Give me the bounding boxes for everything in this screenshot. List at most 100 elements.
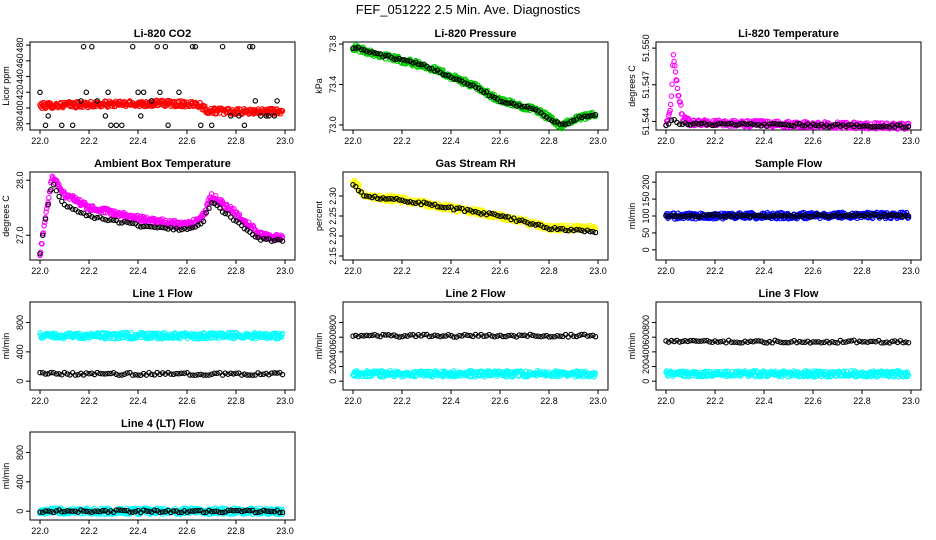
data-point — [203, 372, 209, 378]
data-point — [116, 372, 122, 378]
data-point — [889, 212, 895, 218]
y-tick-label: 480 — [15, 38, 25, 53]
data-point — [905, 123, 912, 130]
data-point — [129, 509, 136, 515]
data-point — [813, 339, 819, 345]
data-point — [903, 339, 909, 345]
data-point — [878, 124, 885, 130]
data-point — [538, 333, 544, 340]
data-point — [497, 332, 503, 339]
data-point — [832, 212, 838, 219]
data-point — [59, 198, 65, 205]
panel-title: Line 2 Flow — [446, 288, 506, 300]
data-point — [892, 212, 898, 219]
data-point — [162, 43, 169, 50]
data-point — [747, 120, 754, 127]
x-tick-label: 22.2 — [706, 266, 724, 276]
data-point — [687, 337, 694, 344]
data-point — [83, 370, 90, 376]
data-point — [448, 332, 454, 339]
data-point — [228, 370, 234, 377]
data-point — [818, 212, 825, 219]
data-point — [777, 121, 784, 128]
data-point — [864, 123, 871, 129]
data-point — [900, 213, 906, 220]
data-point — [867, 213, 874, 219]
data-point — [271, 508, 278, 515]
data-point — [429, 333, 435, 339]
x-tick-label: 22.4 — [442, 136, 460, 146]
data-point — [845, 212, 852, 218]
y-axis-label: ml/min — [314, 333, 324, 360]
data-point — [671, 116, 677, 123]
data-point — [821, 212, 827, 218]
data-point — [796, 338, 803, 345]
data-point — [829, 339, 835, 345]
data-point — [551, 225, 558, 231]
data-point — [170, 226, 177, 233]
y-tick-label: 28.0 — [15, 171, 25, 189]
data-point — [679, 111, 685, 117]
data-point — [546, 226, 552, 232]
data-point — [372, 331, 378, 338]
data-point — [140, 223, 147, 230]
data-point — [535, 333, 542, 340]
data-point — [385, 332, 392, 338]
data-point — [48, 369, 54, 376]
panel-title: Line 1 Flow — [133, 288, 193, 300]
data-point — [184, 226, 190, 232]
data-point — [372, 50, 378, 56]
data-point — [374, 195, 381, 202]
data-point — [442, 72, 449, 78]
data-point — [668, 212, 675, 219]
data-point — [170, 508, 177, 514]
data-point — [796, 213, 803, 220]
data-point — [249, 43, 256, 50]
data-point — [241, 371, 248, 377]
y-tick-label: 51.544 — [641, 108, 651, 136]
data-point — [442, 333, 449, 339]
data-point — [116, 220, 122, 226]
data-point — [162, 508, 169, 515]
data-point — [72, 508, 79, 514]
data-point — [200, 372, 207, 378]
x-tick-label: 22.4 — [129, 136, 147, 146]
data-point — [233, 370, 239, 377]
data-point — [679, 213, 686, 219]
data-point — [86, 508, 92, 515]
data-point — [862, 212, 868, 219]
data-point — [883, 123, 890, 130]
x-tick-label: 22.6 — [491, 396, 509, 406]
data-point — [352, 332, 359, 339]
panel-title: Li-820 Pressure — [435, 28, 517, 40]
data-point — [50, 181, 57, 188]
data-point — [53, 187, 60, 194]
plot-frame — [29, 301, 296, 391]
data-point — [742, 121, 748, 127]
data-point — [494, 212, 501, 219]
x-tick-label: 22.2 — [80, 136, 98, 146]
data-point — [570, 117, 577, 124]
data-point — [206, 507, 212, 514]
data-point — [39, 509, 46, 516]
data-point — [777, 339, 784, 345]
data-point — [140, 507, 147, 513]
data-point — [80, 508, 87, 514]
data-point — [189, 224, 196, 231]
data-point — [37, 369, 43, 376]
x-tick-label: 22.6 — [178, 266, 196, 276]
y-tick-label: 400 — [15, 100, 25, 115]
x-tick-label: 22.0 — [657, 266, 675, 276]
data-point — [124, 219, 130, 225]
data-point — [736, 340, 743, 346]
data-point — [521, 218, 528, 225]
data-point — [815, 123, 822, 129]
data-point — [505, 332, 512, 339]
x-tick-label: 22.6 — [178, 526, 196, 536]
data-point — [557, 333, 563, 339]
